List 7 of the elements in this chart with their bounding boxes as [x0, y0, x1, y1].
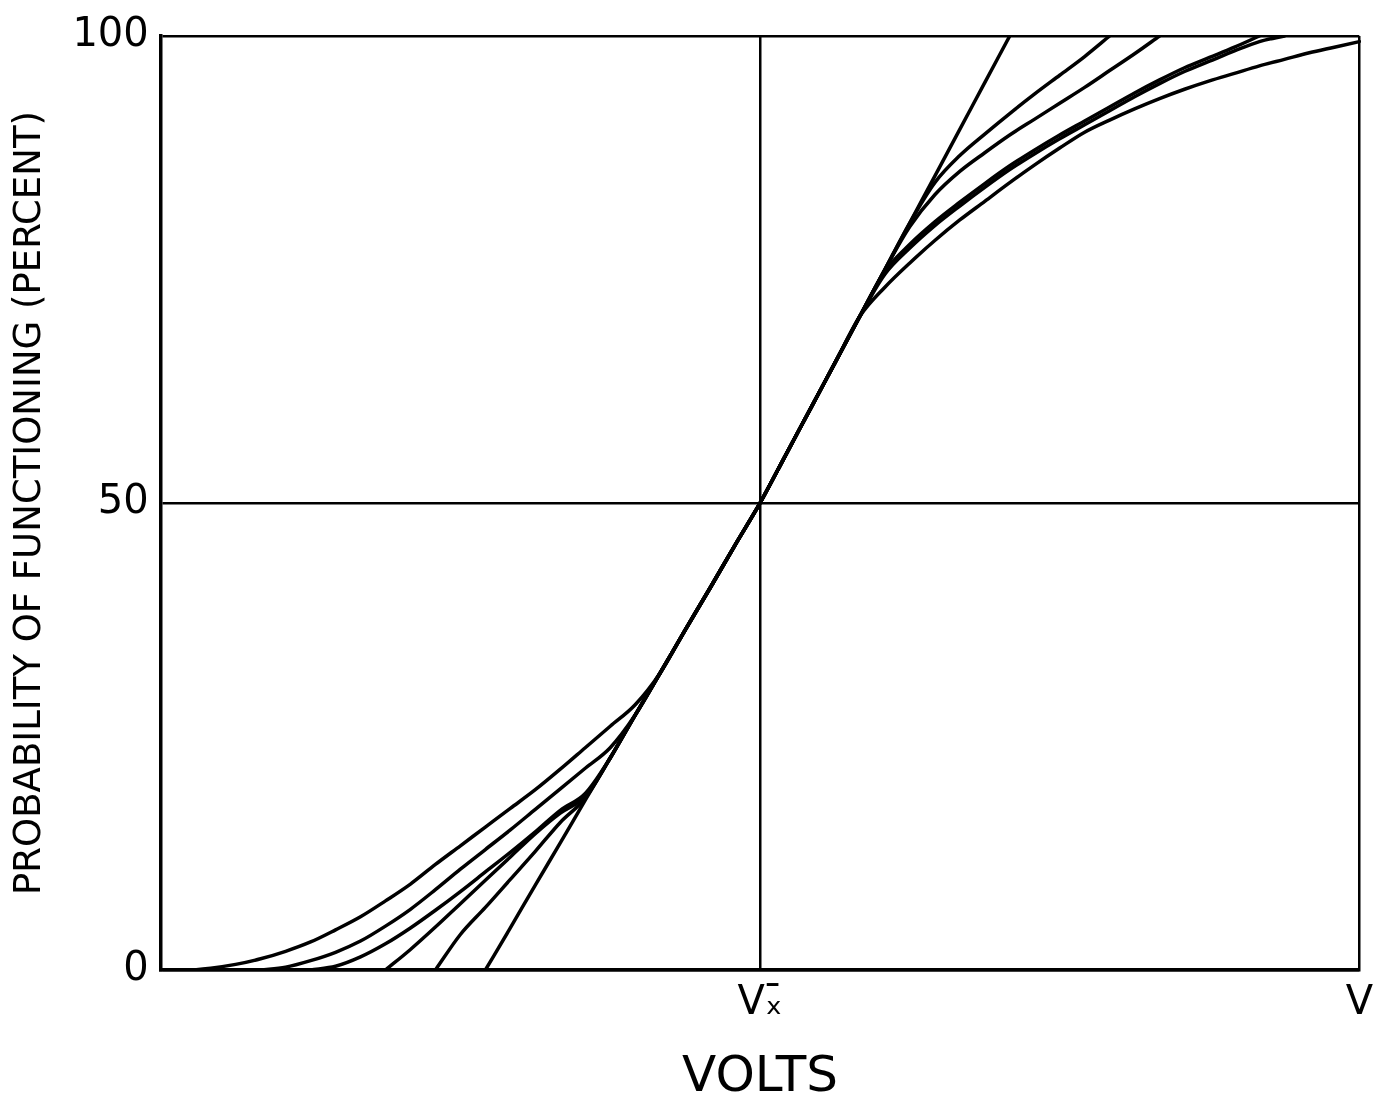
x-tick-label: V — [1345, 977, 1374, 1024]
y-axis-title: PROBABILITY OF FUNCTIONING (PERCENT) — [5, 111, 49, 895]
x-tick-label: Vₓ̄ — [737, 977, 783, 1024]
x-axis-title: VOLTS — [682, 1044, 838, 1103]
y-tick-label: 100 — [72, 9, 149, 56]
y-tick-label: 0 — [123, 943, 149, 990]
y-tick-label: 50 — [97, 476, 149, 523]
